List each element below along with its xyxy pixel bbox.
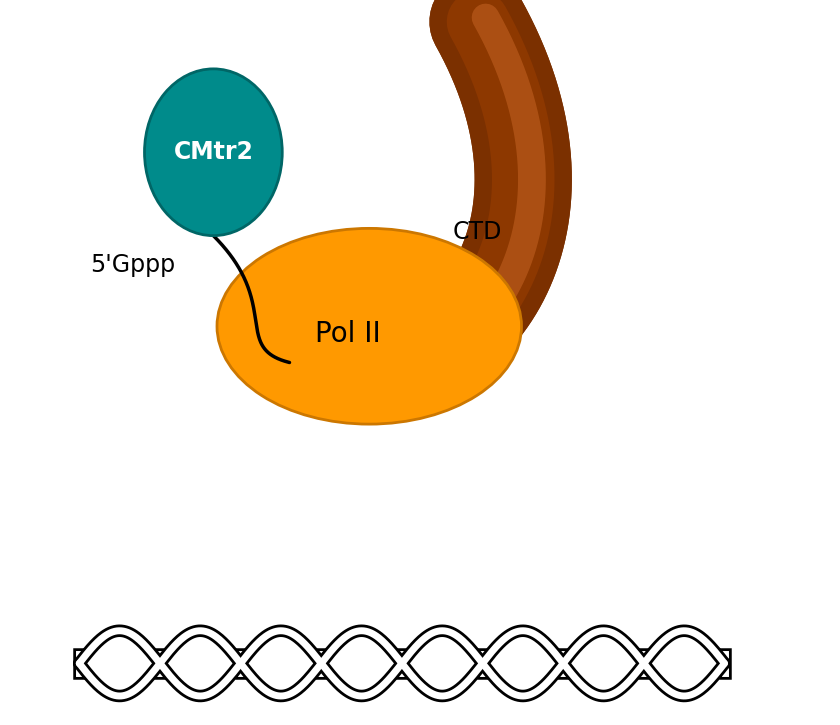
Ellipse shape	[144, 69, 282, 236]
Text: Pol II: Pol II	[315, 320, 381, 347]
Text: 5'Gppp: 5'Gppp	[90, 252, 176, 277]
Ellipse shape	[217, 228, 522, 424]
Text: CTD: CTD	[453, 220, 502, 244]
Text: CMtr2: CMtr2	[173, 140, 254, 165]
